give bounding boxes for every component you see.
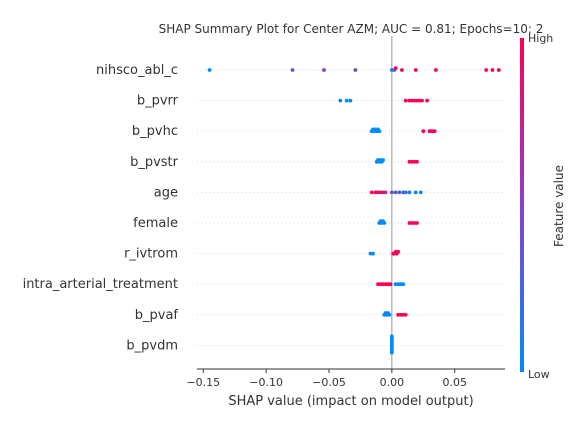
shap-point bbox=[425, 98, 429, 103]
shap-point bbox=[432, 129, 437, 134]
shap-point bbox=[413, 190, 418, 195]
shap-point bbox=[433, 68, 438, 72]
shap-point bbox=[421, 129, 426, 134]
x-tick-label: −0.05 bbox=[312, 376, 346, 389]
shap-point bbox=[407, 190, 412, 195]
shap-point bbox=[348, 98, 353, 103]
colorbar: High Low Feature value bbox=[520, 32, 566, 381]
shap-point bbox=[413, 68, 418, 72]
shap-point bbox=[353, 68, 358, 72]
shap-point bbox=[401, 282, 406, 287]
colorbar-high-label: High bbox=[528, 32, 553, 45]
feature-label: intra_arterial_treatment bbox=[23, 277, 178, 292]
shap-point bbox=[377, 129, 382, 134]
points-layer bbox=[207, 66, 501, 355]
shap-point bbox=[415, 221, 419, 225]
shap-point bbox=[403, 98, 408, 103]
x-tick-label: 0.00 bbox=[380, 376, 405, 389]
chart-title: SHAP Summary Plot for Center AZM; AUC = … bbox=[159, 22, 544, 36]
feature-label: female bbox=[133, 216, 178, 231]
grid-layer bbox=[197, 69, 505, 346]
shap-point bbox=[207, 68, 212, 72]
shap-point bbox=[403, 190, 408, 195]
feature-label: b_pvhc bbox=[132, 124, 178, 139]
shap-point bbox=[400, 68, 404, 72]
feature-label: b_pvstr bbox=[130, 155, 179, 170]
shap-point bbox=[393, 190, 398, 195]
shap-point bbox=[418, 190, 423, 195]
shap-point bbox=[344, 98, 349, 103]
shap-point bbox=[388, 282, 393, 287]
shap-point bbox=[387, 312, 392, 317]
shap-point bbox=[338, 98, 343, 103]
shap-point bbox=[490, 68, 495, 72]
shap-point bbox=[381, 158, 385, 162]
shap-point bbox=[397, 190, 402, 195]
shap-point bbox=[383, 190, 388, 195]
feature-label: b_pvrr bbox=[137, 94, 179, 109]
shap-point bbox=[396, 249, 401, 254]
shap-point bbox=[484, 68, 489, 72]
feature-label: age bbox=[154, 185, 178, 200]
x-tick-label: −0.15 bbox=[186, 376, 220, 389]
colorbar-axis-label: Feature value bbox=[552, 165, 566, 247]
shap-point bbox=[389, 334, 394, 339]
shap-point bbox=[393, 66, 398, 71]
shap-point bbox=[371, 251, 375, 256]
shap-point bbox=[290, 68, 295, 72]
shap-point bbox=[496, 68, 501, 72]
shap-point bbox=[403, 312, 408, 317]
colorbar-low-label: Low bbox=[528, 368, 550, 381]
x-tick-label: 0.05 bbox=[442, 376, 467, 389]
feature-label: nihsco_abl_c bbox=[96, 63, 178, 78]
shap-point bbox=[420, 98, 424, 103]
x-axis: −0.15 −0.10 −0.05 0.00 0.05 bbox=[186, 368, 505, 389]
feature-label: b_pvaf bbox=[135, 308, 179, 323]
x-tick-label: −0.10 bbox=[249, 376, 283, 389]
shap-point bbox=[389, 190, 394, 195]
shap-point bbox=[389, 350, 394, 355]
colorbar-gradient bbox=[520, 38, 524, 372]
x-axis-label: SHAP value (impact on model output) bbox=[228, 394, 473, 409]
feature-label: r_ivtrom bbox=[124, 247, 178, 262]
shap-point bbox=[322, 68, 326, 72]
shap-point bbox=[369, 190, 374, 195]
feature-label: b_pvdm bbox=[126, 338, 178, 353]
shap-point bbox=[382, 221, 387, 225]
shap-point bbox=[415, 159, 419, 164]
